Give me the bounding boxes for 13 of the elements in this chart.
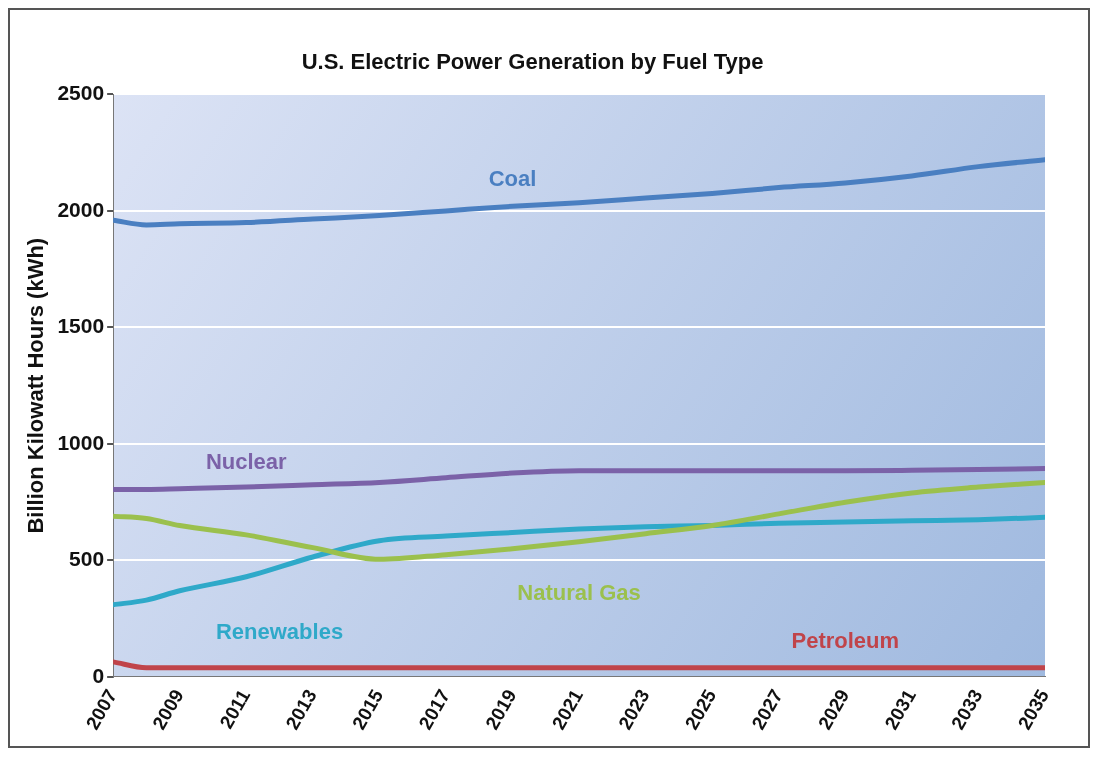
y-tick-label: 500 [69,547,105,571]
y-tick-label: 2000 [57,197,105,221]
y-tick-label: 0 [92,663,105,687]
y-tick-label: 1500 [57,314,105,338]
series-label: Renewables [215,618,344,644]
y-tick-label: 1000 [57,430,105,454]
y-axis-title: Billion Kilowatt Hours (kWh) [23,237,49,534]
series-label: Natural Gas [517,579,641,605]
series-label: Petroleum [791,627,900,653]
series-label: Nuclear [205,449,288,475]
series-label: Coal [488,166,537,192]
chart-title: U.S. Electric Power Generation by Fuel Type [301,49,764,75]
y-tick-label: 2500 [57,81,105,105]
